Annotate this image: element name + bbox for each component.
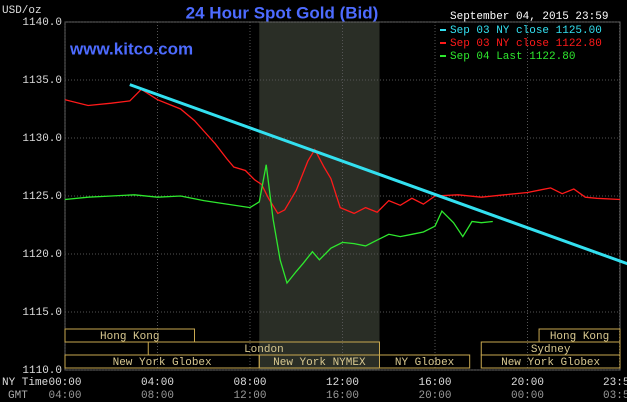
session-label: Sydney <box>531 344 571 356</box>
x2-tick-label: 00:00 <box>511 390 544 402</box>
session-label: London <box>244 344 284 356</box>
legend-label: Sep 03 NY close 1125.00 <box>450 25 602 37</box>
x2-tick-label: 16:00 <box>326 390 359 402</box>
y-tick-label: 1110.0 <box>22 365 62 377</box>
y-tick-label: 1125.0 <box>22 191 62 203</box>
x-tick-label: 23:59 <box>603 377 627 389</box>
x2-label: GMT <box>8 390 28 402</box>
session-label: Hong Kong <box>550 331 609 343</box>
legend-label: Sep 03 NY close 1122.80 <box>450 38 602 50</box>
legend-label: Sep 04 Last 1122.80 <box>450 51 575 63</box>
series-line <box>129 83 627 266</box>
x2-tick-label: 20:00 <box>418 390 451 402</box>
session-label: New York Globex <box>113 357 212 369</box>
y-tick-label: 1115.0 <box>22 307 62 319</box>
watermark: www.kitco.com <box>69 39 193 58</box>
session-label: New York NYMEX <box>273 357 366 369</box>
y-tick-label: 1135.0 <box>22 75 62 87</box>
session-box <box>480 354 621 369</box>
x-tick-label: 04:00 <box>141 377 174 389</box>
session-box <box>379 354 471 369</box>
series-line <box>65 88 621 215</box>
x-tick-label: 00:00 <box>48 377 81 389</box>
shaded-region <box>259 22 380 370</box>
session-label: New York Globex <box>501 357 600 369</box>
session-label: NY Globex <box>395 357 455 369</box>
y-tick-label: 1130.0 <box>22 133 62 145</box>
x-tick-label: 20:00 <box>511 377 544 389</box>
x-tick-label: 16:00 <box>418 377 451 389</box>
x2-tick-label: 08:00 <box>141 390 174 402</box>
y-label: USD/oz <box>2 5 42 17</box>
x-label: NY Time <box>2 377 48 389</box>
x2-tick-label: 04:00 <box>48 390 81 402</box>
x-tick-label: 12:00 <box>326 377 359 389</box>
session-box <box>64 328 195 343</box>
series-line <box>65 164 493 285</box>
session-label: Hong Kong <box>100 331 159 343</box>
chart-title: 24 Hour Spot Gold (Bid) <box>186 3 379 22</box>
y-tick-label: 1120.0 <box>22 249 62 261</box>
y-tick-label: 1140.0 <box>22 17 62 29</box>
x2-tick-label: 12:00 <box>233 390 266 402</box>
x-tick-label: 08:00 <box>233 377 266 389</box>
timestamp: September 04, 2015 23:59 <box>450 11 608 23</box>
x2-tick-label: 03:59 <box>603 390 627 402</box>
